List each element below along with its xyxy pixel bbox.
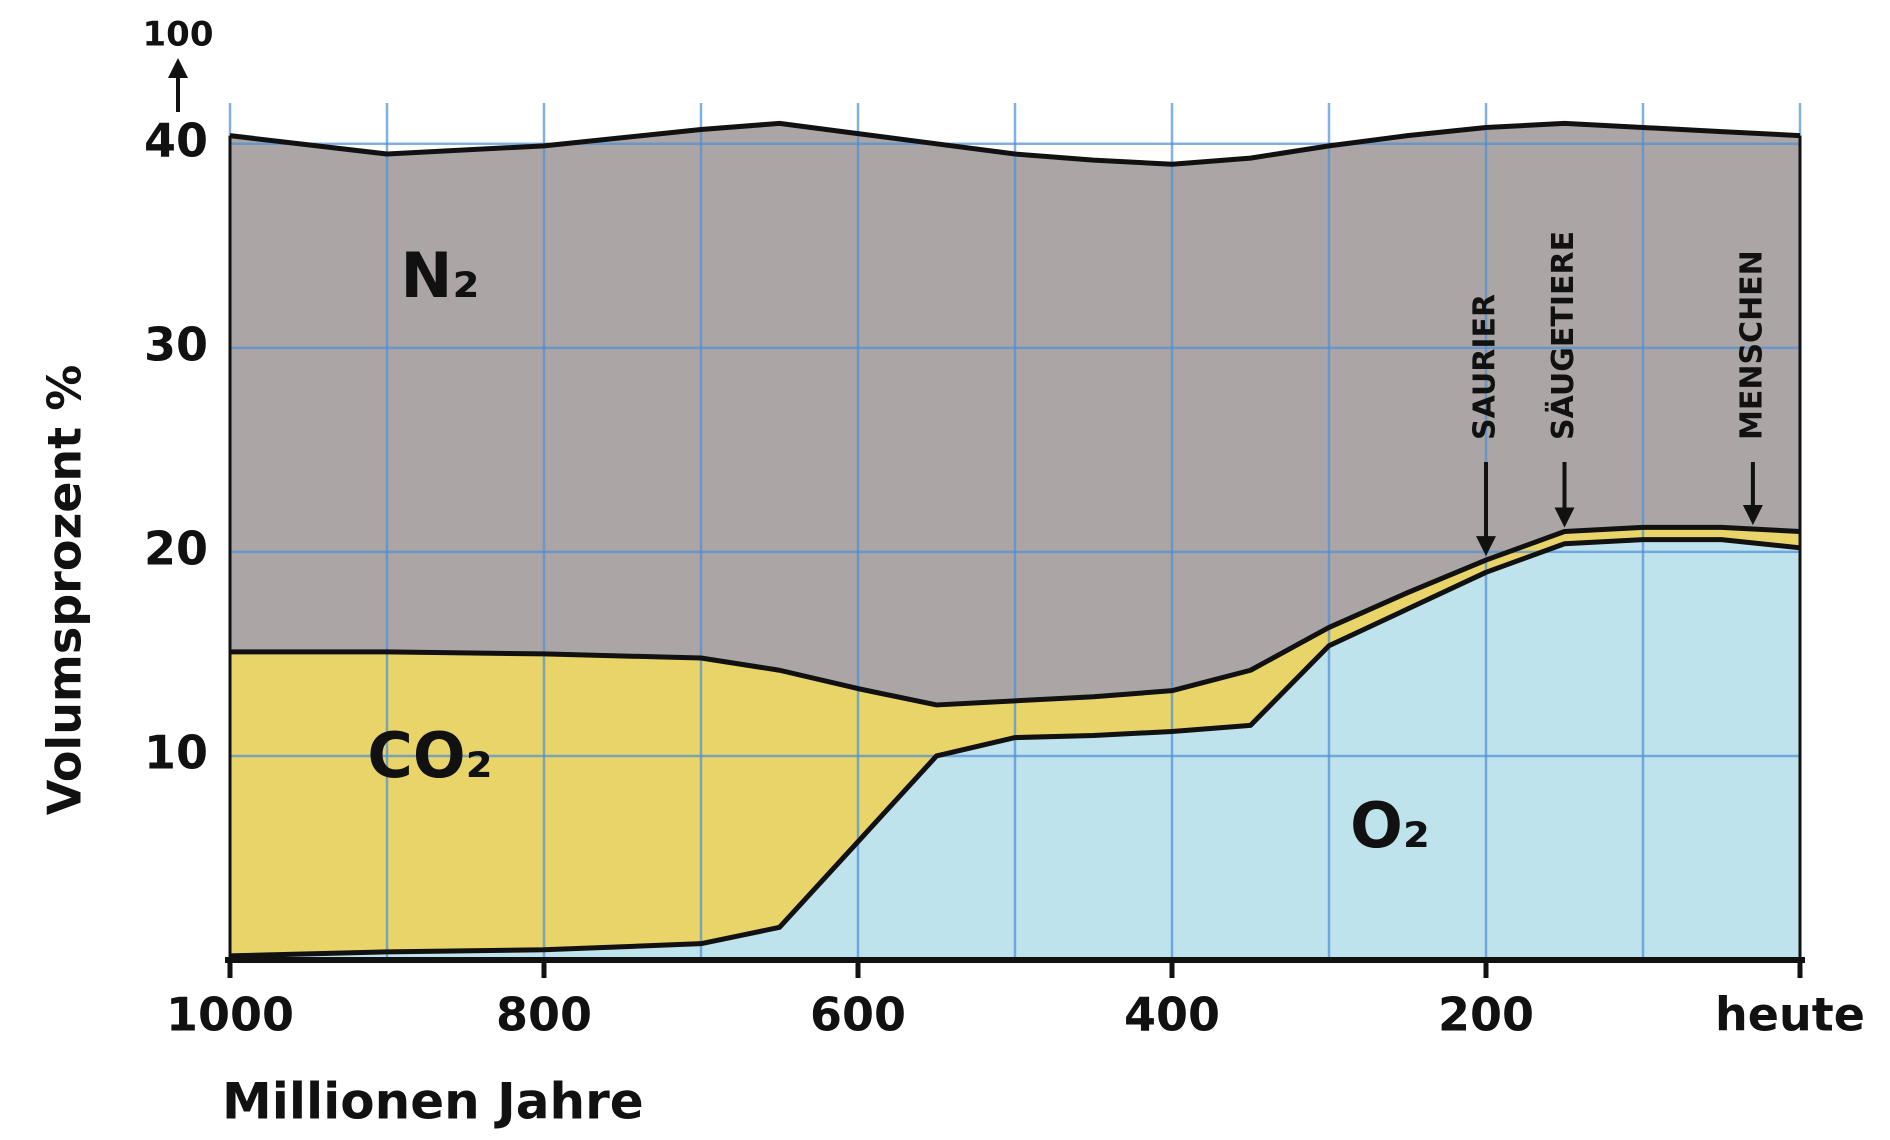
x-axis-label: Millionen Jahre	[222, 1073, 644, 1131]
x-tick-label: 200	[1438, 988, 1534, 1042]
x-tick-label: 600	[810, 988, 906, 1042]
series-label: CO₂	[367, 719, 492, 792]
area	[230, 527, 1800, 956]
x-tick-label: 1000	[166, 988, 294, 1042]
annotation: SAURIER	[1468, 294, 1503, 440]
y-tick-label: 20	[144, 521, 208, 575]
series-label: N₂	[400, 239, 479, 312]
boundary-line	[229, 120, 1801, 167]
y-tick-label: 40	[144, 113, 208, 167]
x-tick-label: heute	[1715, 988, 1865, 1042]
y-tick-label: 30	[144, 317, 208, 371]
y-tick-label: 10	[144, 725, 208, 779]
annotation: SÄUGETIERE	[1545, 231, 1581, 440]
series-label: O₂	[1350, 789, 1430, 862]
y-top-label: 100	[143, 15, 214, 55]
x-tick-label: 400	[1124, 988, 1220, 1042]
annotation: MENSCHEN	[1734, 250, 1769, 440]
y-axis-label: Volumsprozent %	[38, 365, 92, 816]
boundary-line	[229, 537, 1801, 959]
boundary-line	[230, 524, 1801, 708]
x-tick-label: 800	[496, 988, 592, 1042]
